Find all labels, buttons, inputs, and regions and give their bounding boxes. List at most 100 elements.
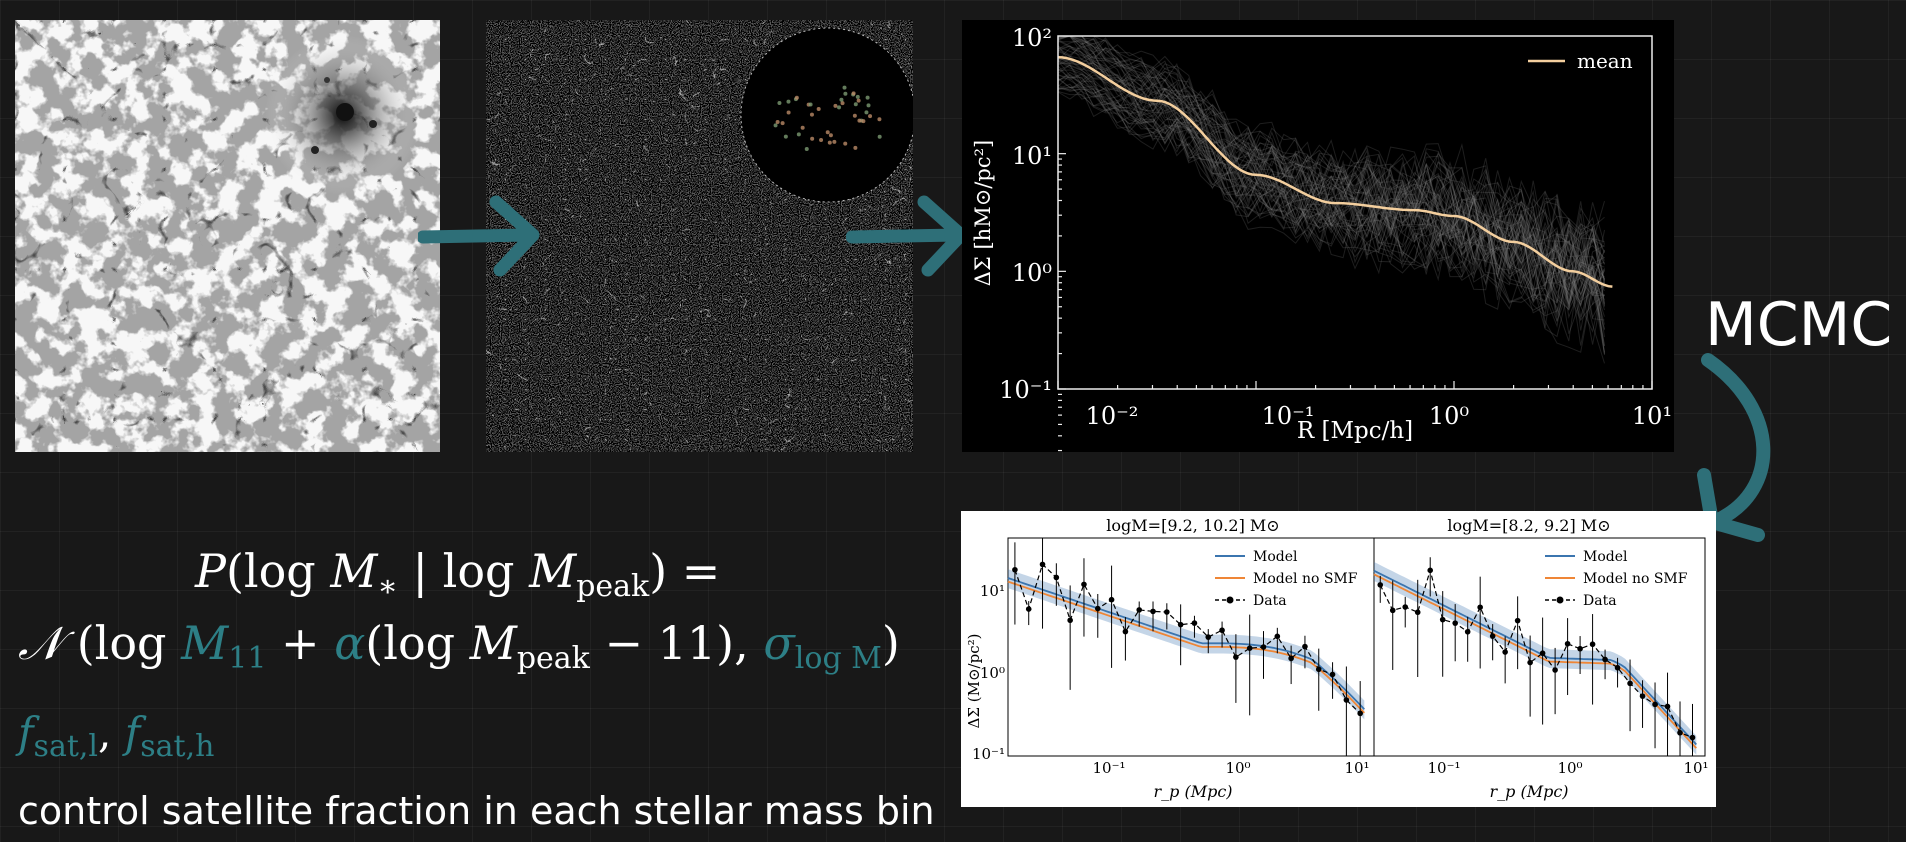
data-point <box>1564 640 1571 647</box>
galaxy-catalog-panel <box>486 20 913 452</box>
sample-profile-line <box>1057 80 1605 345</box>
galaxy-dot <box>852 113 857 118</box>
galaxy-dot <box>804 147 809 152</box>
galaxy-dot <box>777 101 782 106</box>
sample-profile-line <box>1057 91 1605 338</box>
sample-profile-line <box>1057 64 1605 322</box>
sample-profile-line <box>1057 84 1605 346</box>
x-tick-label: 10⁻¹ <box>1092 759 1125 777</box>
normal-symbol: 𝒩 <box>18 616 63 670</box>
sample-profile-line <box>1057 83 1605 347</box>
curved-arrow-icon <box>1697 353 1771 542</box>
sample-profile-line <box>1058 35 1605 296</box>
panel-title: logM=[9.2, 10.2] M⊙ <box>1106 516 1279 535</box>
sample-profile-line <box>1057 39 1605 317</box>
galaxy-dot <box>828 133 833 138</box>
data-point <box>1439 616 1446 623</box>
x-tick-label: 10⁻¹ <box>1427 759 1460 777</box>
galaxy-dot <box>853 145 858 150</box>
x-tick-label: 10⁰ <box>1557 759 1582 777</box>
data-point <box>1205 634 1212 640</box>
galaxy-dot <box>843 91 848 96</box>
fsat-params: fsat,l, fsat,h <box>18 708 215 764</box>
sample-profile-line <box>1057 35 1605 290</box>
data-line <box>1379 568 1693 739</box>
galaxy-dot <box>877 134 882 139</box>
sample-profile-line <box>1057 58 1605 269</box>
legend-label: Model no SMF <box>1583 571 1688 587</box>
sample-profile-line <box>1057 89 1605 355</box>
sample-profile-line <box>1057 36 1605 304</box>
galaxy-dot <box>839 97 844 102</box>
sample-profile-line <box>1057 68 1605 321</box>
data-point <box>1122 628 1129 635</box>
legend-label: Data <box>1583 593 1617 609</box>
sample-profile-line <box>1057 71 1605 346</box>
galaxy-dot <box>856 98 861 103</box>
galaxy-dot <box>786 110 791 115</box>
x-axis-label: r_p (Mpc) <box>1489 782 1568 801</box>
galaxy-dot <box>773 123 778 128</box>
galaxy-dot <box>783 134 788 139</box>
sample-profile-line <box>1057 62 1605 296</box>
y-tick-label: 10⁰ <box>1012 259 1052 287</box>
galaxy-dot <box>819 138 824 143</box>
sample-profile-line <box>1058 35 1605 269</box>
sample-profile-line <box>1057 73 1605 325</box>
data-point <box>1689 734 1696 741</box>
sample-profile-line <box>1057 35 1605 297</box>
equation-line-2: 𝒩 (log M11 + α(log Mpeak − 11), σlog M) <box>18 616 900 676</box>
x-tick-label: 10⁰ <box>1429 402 1469 430</box>
fit-panel <box>1007 537 1375 757</box>
arrow-right-icon <box>418 195 540 277</box>
x-axis-label: R [Mpc/h] <box>1297 418 1413 444</box>
legend-label: Model no SMF <box>1253 571 1358 587</box>
galaxy-dot <box>836 105 841 110</box>
mcmc-label: MCMC <box>1705 290 1893 360</box>
data-point <box>1377 582 1384 588</box>
galaxy-dot <box>864 110 869 115</box>
x-tick-label: 10¹ <box>1632 402 1672 430</box>
sample-profile-line <box>1057 55 1605 271</box>
y-axis-label: ΔΣ (M⊙/pc²) <box>965 634 983 729</box>
data-point <box>1414 609 1421 616</box>
x-tick-label: 10⁻² <box>1086 402 1139 430</box>
sample-profile-line <box>1057 45 1605 310</box>
sample-profile-line <box>1057 45 1605 303</box>
galaxy-dot <box>861 119 866 124</box>
sample-profile-line <box>1058 35 1605 269</box>
fit-panel <box>1373 537 1706 757</box>
sample-profile-line <box>1057 35 1605 280</box>
x-tick-label: 10¹ <box>1683 759 1708 777</box>
galaxy-dot <box>877 117 882 122</box>
sample-profile-line <box>1057 65 1605 306</box>
data-point <box>1233 654 1239 660</box>
lensing-profile-chart: 10⁻² 10⁻¹ 10⁰ 10¹ 10² 10¹ 10⁰ 10⁻¹ R [Mp… <box>962 20 1674 452</box>
sample-profile-line <box>1057 78 1605 296</box>
galaxy-dot <box>832 139 837 144</box>
galaxy-dot <box>786 99 791 104</box>
sample-profile-line <box>1058 35 1605 297</box>
galaxy-dot <box>840 101 845 106</box>
simulation-density-panel <box>15 20 440 452</box>
y-tick-label: 10⁻¹ <box>999 376 1052 404</box>
galaxy-dot <box>775 120 780 125</box>
sample-profile-line <box>1057 59 1605 311</box>
sample-profile-line <box>1057 35 1605 281</box>
sample-profile-line <box>1057 86 1605 316</box>
arrow-right-icon <box>846 195 968 277</box>
x-axis-label: r_p (Mpc) <box>1153 782 1232 801</box>
y-axis-label: ΔΣ [hM⊙/pc²] <box>971 140 995 286</box>
sample-profile-line <box>1057 47 1605 304</box>
sample-profile-line <box>1058 35 1605 297</box>
sample-profile-line <box>1057 45 1605 284</box>
y-tick-label: 10² <box>1012 24 1052 52</box>
y-tick-label: 10¹ <box>980 582 1005 600</box>
galaxy-dot <box>825 130 830 135</box>
panel-title: logM=[8.2, 9.2] M⊙ <box>1447 516 1610 535</box>
legend-label: Data <box>1253 593 1287 609</box>
x-tick-label: 10⁰ <box>1225 759 1250 777</box>
galaxy-dot <box>842 85 847 90</box>
galaxy-dot <box>810 136 815 141</box>
sample-profile-line <box>1057 35 1605 305</box>
